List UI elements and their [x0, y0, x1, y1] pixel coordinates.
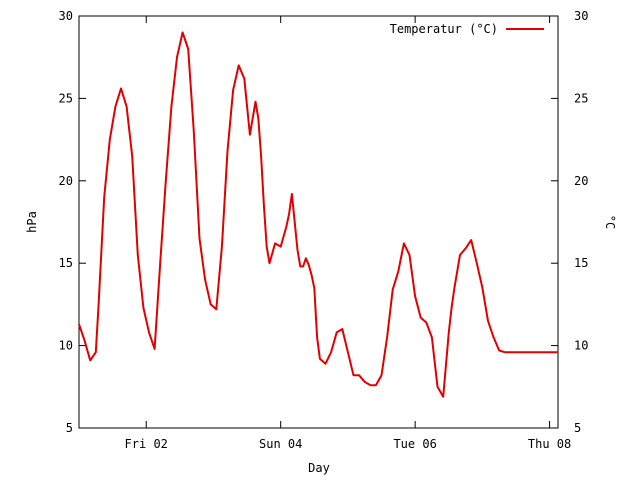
right-tick-label: 10 — [574, 339, 588, 353]
series-line-temperatur — [78, 31, 558, 398]
x-tick-label: Thu 08 — [528, 437, 571, 451]
left-tick-label: 30 — [59, 9, 73, 23]
x-tick-label: Fri 02 — [125, 437, 168, 451]
legend-label: Temperatur (°C) — [390, 22, 498, 36]
right-tick-label: 25 — [574, 91, 588, 105]
legend: Temperatur (°C) — [390, 22, 544, 36]
left-axis-title: hPa — [25, 211, 39, 233]
left-tick-label: 10 — [59, 339, 73, 353]
left-tick-label: 15 — [59, 256, 73, 270]
right-tick-label: 30 — [574, 9, 588, 23]
x-axis-ticks: Fri 02 Sun 04 Tue 06 Thu 08 — [125, 16, 571, 451]
x-tick-label: Sun 04 — [259, 437, 302, 451]
right-tick-label: 5 — [574, 421, 581, 435]
x-tick-label: Tue 06 — [393, 437, 436, 451]
left-axis-ticks: 5 10 15 20 25 30 — [59, 9, 86, 435]
left-tick-label: 25 — [59, 91, 73, 105]
right-tick-label: 15 — [574, 256, 588, 270]
left-tick-label: 5 — [66, 421, 73, 435]
x-axis-title: Day — [308, 461, 330, 475]
right-axis-title: °C — [603, 215, 617, 229]
left-tick-label: 20 — [59, 174, 73, 188]
plot-frame — [78, 15, 559, 429]
right-axis-ticks: 5 10 15 20 25 30 — [551, 9, 588, 435]
right-tick-label: 20 — [574, 174, 588, 188]
